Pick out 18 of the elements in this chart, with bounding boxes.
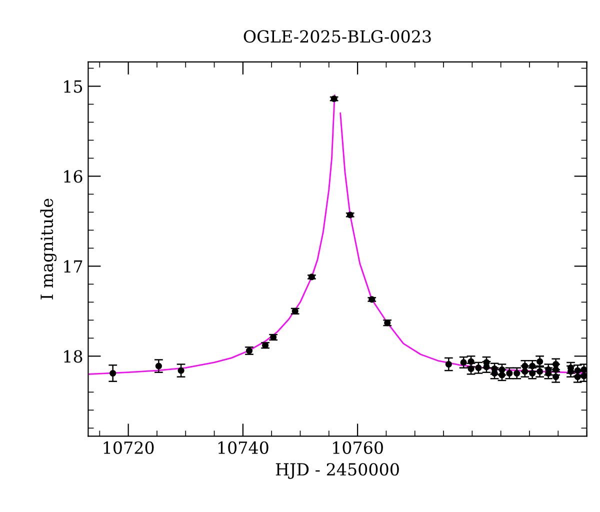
point: [155, 362, 162, 370]
chart-title: OGLE-2025-BLG-0023: [244, 30, 431, 43]
point: [514, 370, 520, 377]
y-tick-label: 16: [64, 170, 82, 183]
x-tick-label: 10740: [218, 441, 268, 454]
point: [460, 359, 467, 366]
y-tick-label: 18: [64, 350, 82, 363]
y-tick-label: 17: [64, 260, 82, 273]
y-axis-title: I magnitude: [40, 198, 57, 300]
point: [506, 370, 513, 377]
point: [178, 367, 184, 374]
x-axis-title: HJD - 2450000: [276, 463, 399, 479]
x-tick-label: 10720: [104, 441, 154, 454]
x-tick-label: 10760: [333, 441, 383, 454]
point: [445, 360, 452, 368]
point: [475, 364, 482, 372]
y-tick-label: 15: [64, 80, 82, 93]
point: [110, 370, 116, 377]
